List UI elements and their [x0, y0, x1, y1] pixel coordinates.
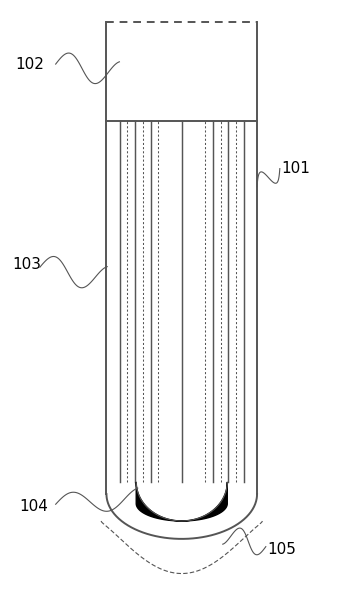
Polygon shape [107, 494, 257, 539]
Text: 101: 101 [282, 161, 310, 176]
Polygon shape [107, 121, 257, 494]
Text: 102: 102 [16, 56, 44, 71]
Polygon shape [136, 482, 227, 521]
Text: 104: 104 [19, 499, 48, 514]
Text: 103: 103 [12, 257, 41, 272]
Text: 105: 105 [268, 542, 297, 557]
